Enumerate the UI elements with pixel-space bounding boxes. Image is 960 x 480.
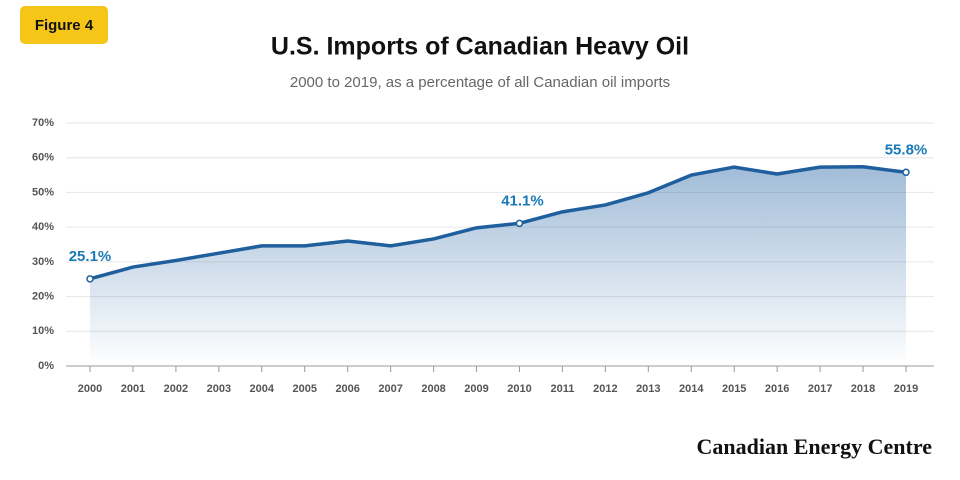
x-tick-label: 2017 <box>808 383 832 395</box>
y-tick-label: 30% <box>32 256 54 268</box>
y-tick-label: 60% <box>32 152 54 164</box>
x-tick-label: 2012 <box>593 383 617 395</box>
y-tick-label: 40% <box>32 221 54 233</box>
badge-box <box>20 6 108 44</box>
y-tick-label: 50% <box>32 186 54 198</box>
x-tick-label: 2000 <box>78 383 102 395</box>
chart-title: U.S. Imports of Canadian Heavy Oil <box>271 33 689 61</box>
x-tick-label: 2019 <box>894 383 918 395</box>
area <box>90 166 906 366</box>
value-label: 55.8% <box>885 141 928 158</box>
x-tick-label: 2007 <box>378 383 402 395</box>
y-tick-label: 0% <box>38 360 54 372</box>
x-tick-label: 2014 <box>679 383 704 395</box>
source-logo: Canadian Energy Centre <box>697 434 933 459</box>
value-label: 25.1% <box>69 248 112 265</box>
line <box>89 164 907 281</box>
x-tick-label: 2016 <box>765 383 789 395</box>
value-label: 41.1% <box>501 192 544 209</box>
x-tick-label: 2004 <box>250 383 275 395</box>
point <box>86 275 94 283</box>
x-tick-label: 2006 <box>335 383 359 395</box>
x-tick-label: 2003 <box>207 383 231 395</box>
x-tick-label: 2013 <box>636 383 660 395</box>
point <box>902 168 910 177</box>
x-tick-label: 2011 <box>550 383 574 395</box>
x-tick-label: 2005 <box>292 383 316 395</box>
x-tick-label: 2010 <box>507 383 531 395</box>
chart-subtitle: 2000 to 2019, as a percentage of all Can… <box>290 74 670 91</box>
x-tick-label: 2018 <box>851 383 875 395</box>
x-tick-label: 2002 <box>164 383 188 395</box>
x-tick-label: 2008 <box>421 383 445 395</box>
y-tick-label: 20% <box>32 290 54 302</box>
x-tick-label: 2015 <box>722 383 746 395</box>
point <box>515 219 524 228</box>
y-tick-label: 70% <box>32 117 54 129</box>
y-tick-label: 10% <box>32 325 54 337</box>
badge: Figure 4 <box>35 17 94 34</box>
x-tick-label: 2001 <box>121 383 145 395</box>
x-tick-label: 2009 <box>464 383 488 395</box>
